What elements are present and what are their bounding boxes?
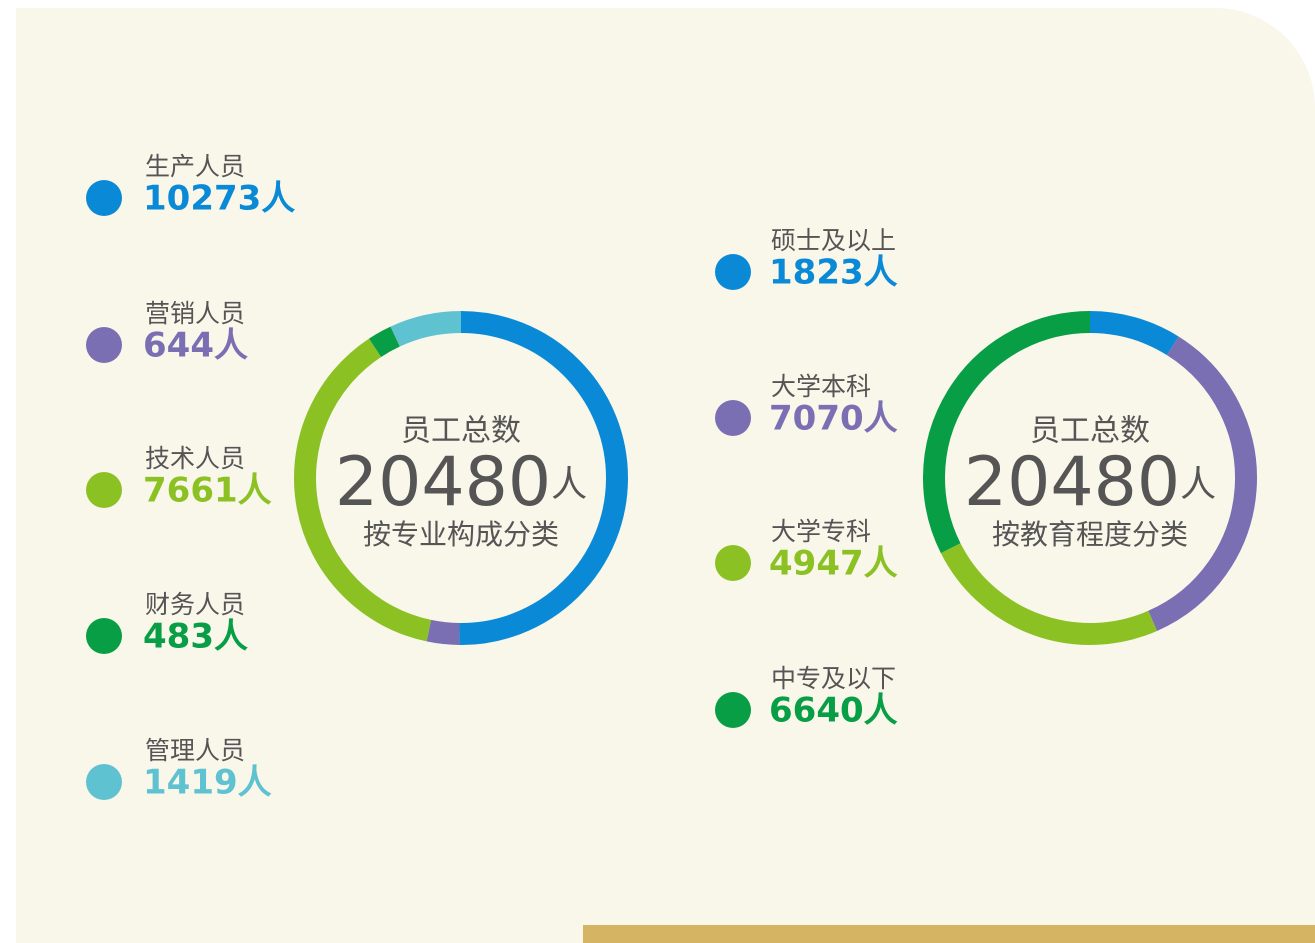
- donut-segment: [1089, 311, 1179, 356]
- legend-value: 7070人: [769, 399, 898, 439]
- legend-name: 大学专科: [771, 517, 871, 546]
- legend-value: 7661人: [143, 471, 272, 511]
- legend-value: 6640人: [769, 691, 898, 731]
- legend-value: 644人: [143, 326, 248, 366]
- legend-dot: [715, 400, 751, 436]
- center-total: 20480人: [964, 443, 1216, 522]
- center-subtitle: 按教育程度分类: [992, 518, 1188, 551]
- total-number: 20480: [964, 443, 1180, 522]
- center-subtitle: 按专业构成分类: [363, 518, 559, 551]
- card: [16, 8, 1315, 943]
- center-title: 员工总数: [401, 414, 521, 449]
- legend-value: 1823人: [769, 253, 898, 293]
- donut-segment: [390, 311, 462, 347]
- legend-value: 483人: [143, 617, 248, 657]
- total-number: 20480: [335, 443, 551, 522]
- donut-segment: [459, 311, 628, 645]
- legend-value: 10273人: [143, 179, 295, 219]
- legend-name: 营销人员: [145, 299, 245, 328]
- donut-segment: [940, 543, 1158, 645]
- legend-value: 4947人: [769, 544, 898, 584]
- legend-name: 生产人员: [145, 152, 245, 181]
- legend-dot: [86, 180, 122, 216]
- donut-segment: [1148, 336, 1257, 631]
- center-total: 20480人: [335, 443, 587, 522]
- legend-dot: [86, 327, 122, 363]
- legend-dot: [715, 545, 751, 581]
- footer-bar: [583, 925, 1315, 943]
- total-unit: 人: [551, 464, 587, 505]
- legend-name: 管理人员: [145, 736, 245, 765]
- total-unit: 人: [1180, 464, 1216, 505]
- legend-name: 大学本科: [771, 372, 871, 401]
- legend-name: 中专及以下: [771, 664, 896, 693]
- donut-segment: [426, 619, 460, 645]
- legend-name: 技术人员: [145, 444, 245, 473]
- center-title: 员工总数: [1030, 414, 1150, 449]
- legend-dot: [715, 254, 751, 290]
- donut-segment: [368, 326, 401, 358]
- legend-dot: [86, 764, 122, 800]
- legend-name: 财务人员: [145, 590, 245, 619]
- legend-value: 1419人: [143, 763, 272, 803]
- legend-dot: [715, 692, 751, 728]
- legend-dot: [86, 618, 122, 654]
- legend-dot: [86, 472, 122, 508]
- legend-name: 硕士及以上: [771, 226, 896, 255]
- donut-segment: [294, 338, 432, 642]
- donut-segment: [923, 311, 1091, 554]
